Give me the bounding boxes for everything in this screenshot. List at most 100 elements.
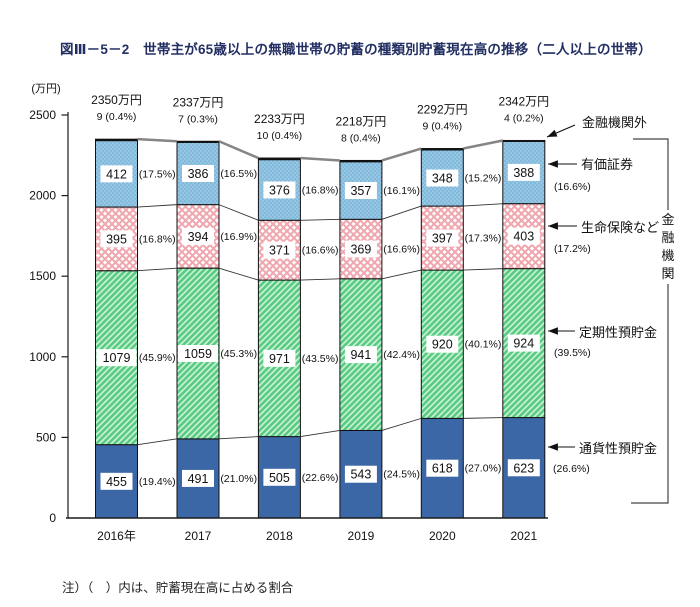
x-axis: 2016年 2017 2018 2019 2020 2021 (66, 517, 548, 543)
total-label-2017: 2337万円 7 (0.3%) (173, 95, 224, 125)
connector-line (463, 203, 503, 207)
svg-text:0: 0 (49, 511, 56, 525)
svg-text:386: 386 (188, 167, 209, 181)
svg-text:920: 920 (432, 338, 453, 352)
svg-text:491: 491 (188, 472, 209, 486)
svg-text:(45.9%): (45.9%) (139, 352, 176, 364)
total-label-2016年: 2350万円 9 (0.4%) (91, 93, 142, 123)
bar-group-2018 (257, 157, 301, 519)
svg-text:2018: 2018 (266, 529, 293, 543)
pct-label: (21.0%) (220, 473, 257, 485)
svg-text:(17.2%): (17.2%) (554, 243, 591, 255)
value-label: 623 (507, 459, 540, 477)
value-label: 1079 (96, 349, 137, 367)
svg-text:971: 971 (269, 352, 290, 366)
svg-text:388: 388 (513, 166, 534, 180)
pct-label: (16.1%) (383, 185, 420, 197)
connector-line (381, 269, 422, 280)
svg-text:2016年: 2016年 (97, 529, 136, 543)
connector-line (300, 430, 340, 438)
value-label: 403 (507, 227, 540, 245)
svg-text:1500: 1500 (29, 269, 56, 283)
svg-text:(17.5%): (17.5%) (139, 168, 176, 180)
pct-label: (17.5%) (139, 168, 176, 180)
svg-text:2292万円: 2292万円 (417, 103, 468, 117)
segment-gaibu (257, 157, 301, 161)
svg-text:(42.4%): (42.4%) (383, 349, 420, 361)
svg-text:397: 397 (432, 232, 453, 246)
pct-label: (19.4%) (139, 476, 176, 488)
pct-label: (42.4%) (383, 349, 420, 361)
connector-line (381, 417, 422, 431)
svg-text:定期性預貯金: 定期性預貯金 (579, 325, 657, 340)
pct-label: (45.9%) (139, 352, 176, 364)
value-label: 369 (344, 240, 377, 258)
value-label: 371 (263, 241, 296, 259)
bar-group-2019 (339, 159, 383, 519)
connector-line (218, 204, 259, 221)
svg-text:412: 412 (106, 167, 127, 181)
svg-text:1059: 1059 (184, 347, 212, 361)
pct-label: (22.6%) (302, 472, 339, 484)
svg-text:623: 623 (513, 461, 534, 475)
svg-text:2020: 2020 (429, 529, 456, 543)
y-axis: 0 500 1000 1500 2000 2500 (万円) (29, 83, 69, 525)
legend-entry-yuka: 有価証券 (548, 157, 633, 172)
svg-text:金: 金 (661, 212, 674, 227)
svg-text:618: 618 (432, 462, 453, 476)
value-label: 505 (263, 468, 296, 486)
value-label: 1059 (178, 344, 218, 362)
connector-line (463, 268, 503, 271)
svg-text:(24.5%): (24.5%) (383, 469, 420, 481)
value-label: 412 (100, 165, 133, 183)
total-connector-line (218, 140, 259, 160)
svg-text:(27.0%): (27.0%) (465, 463, 502, 475)
value-label: 348 (426, 169, 459, 187)
svg-text:通貨性預貯金: 通貨性預貯金 (579, 441, 657, 456)
svg-text:2337万円: 2337万円 (173, 95, 224, 109)
connector-line (381, 205, 422, 220)
svg-text:機: 機 (661, 248, 674, 263)
pct-label-2021-yuka: (16.6%) (554, 181, 591, 193)
svg-text:融: 融 (661, 230, 674, 245)
svg-text:2342万円: 2342万円 (498, 94, 549, 108)
connector-line (218, 267, 259, 281)
bracket-financial-institutions: 金融機関 (631, 138, 675, 504)
svg-text:(16.6%): (16.6%) (383, 244, 420, 256)
pct-label: (24.5%) (383, 469, 420, 481)
svg-text:369: 369 (350, 243, 371, 257)
svg-text:(15.2%): (15.2%) (465, 173, 502, 185)
value-label: 920 (426, 335, 459, 353)
svg-text:関: 関 (661, 266, 674, 281)
value-label: 397 (426, 229, 459, 247)
value-label: 543 (344, 465, 377, 483)
svg-text:2500: 2500 (29, 108, 56, 122)
svg-text:543: 543 (350, 468, 371, 482)
total-connector-line (137, 137, 178, 143)
total-label-2020: 2292万円 9 (0.4%) (417, 103, 468, 133)
value-label: 386 (182, 165, 214, 183)
value-label: 388 (507, 163, 540, 181)
pct-label: (27.0%) (465, 463, 502, 475)
svg-text:(22.6%): (22.6%) (302, 472, 339, 484)
legend-entry-seiho: 生命保険など (548, 220, 659, 235)
value-label: 455 (100, 472, 133, 490)
connector-line (218, 436, 259, 440)
pct-label-2021-seiho: (17.2%) (554, 243, 591, 255)
pct-label: (40.1%) (465, 339, 502, 351)
svg-text:395: 395 (106, 232, 127, 246)
pct-label: (16.8%) (139, 233, 176, 245)
connector-line (300, 278, 340, 281)
pct-label: (16.6%) (383, 244, 420, 256)
total-connector-line (463, 139, 504, 150)
svg-text:455: 455 (106, 475, 127, 489)
svg-text:2218万円: 2218万円 (336, 114, 387, 128)
segment-gaibu (339, 159, 383, 163)
svg-text:2233万円: 2233万円 (254, 112, 305, 126)
svg-text:(39.5%): (39.5%) (554, 347, 591, 359)
connector-line (463, 417, 503, 419)
svg-text:(16.9%): (16.9%) (220, 231, 257, 243)
svg-text:357: 357 (350, 184, 371, 198)
pct-label: (17.3%) (465, 233, 502, 245)
